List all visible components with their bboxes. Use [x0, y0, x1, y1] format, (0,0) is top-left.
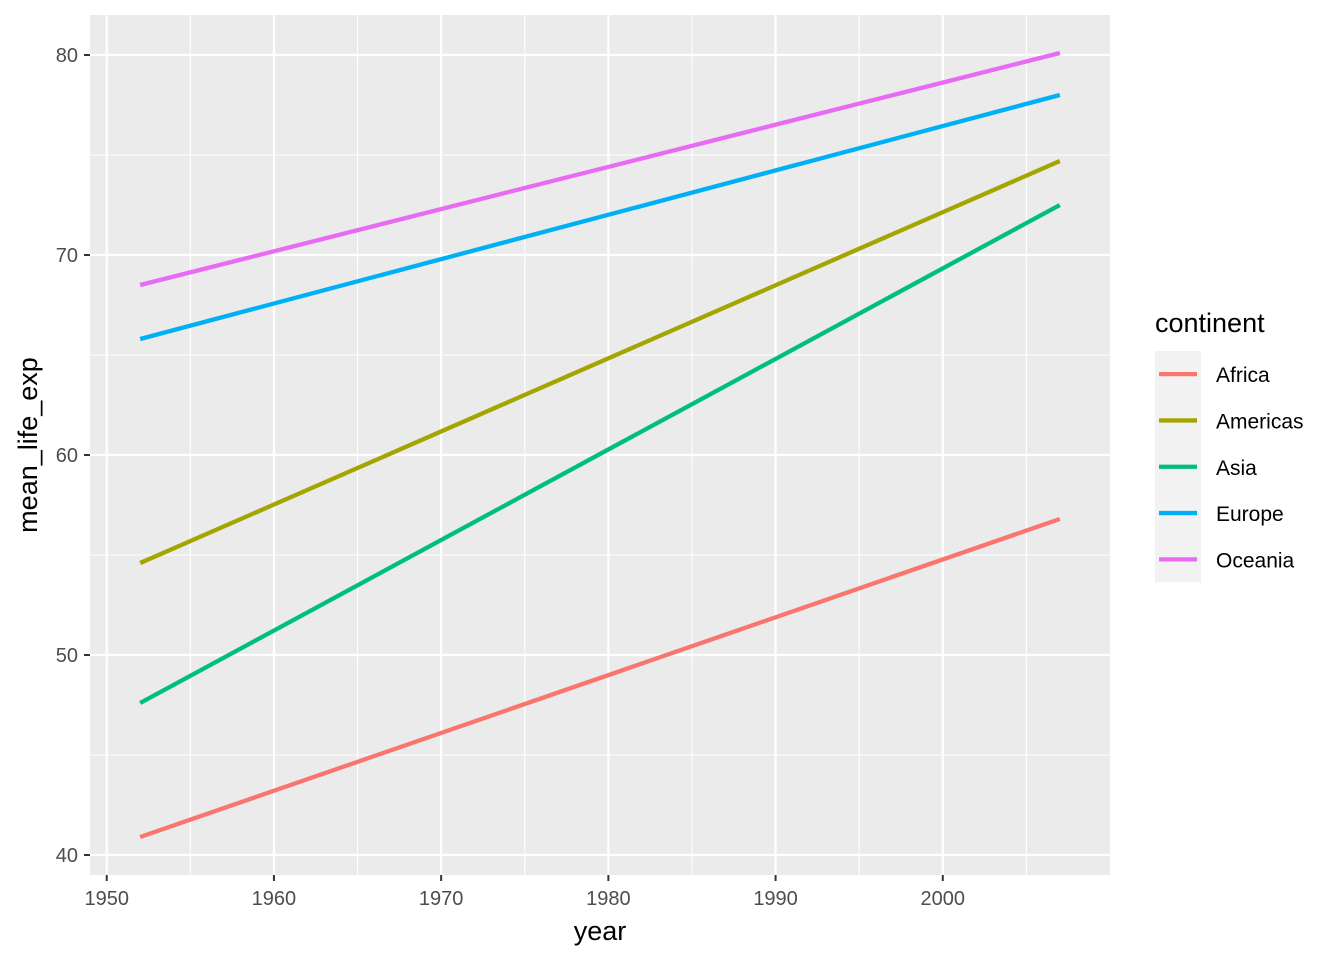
- x-axis-title: year: [574, 916, 627, 946]
- x-tick-label: 1970: [419, 888, 464, 910]
- series-lines: [139, 50, 1061, 840]
- legend-label: Europe: [1216, 503, 1284, 526]
- legend-label: Americas: [1216, 410, 1304, 433]
- minor-gridlines: [90, 15, 1110, 875]
- legend-title: continent: [1155, 308, 1265, 338]
- y-axis-title: mean_life_exp: [13, 357, 43, 533]
- series-line-europe: [139, 92, 1061, 342]
- legend-item-oceania: Oceania: [1159, 549, 1295, 572]
- legend-label: Oceania: [1216, 549, 1295, 572]
- legend-item-americas: Americas: [1159, 410, 1304, 433]
- series-line-oceania: [139, 50, 1061, 288]
- legend-item-asia: Asia: [1159, 457, 1257, 480]
- y-tick-label: 70: [56, 245, 78, 267]
- legend-label: Africa: [1216, 364, 1270, 387]
- x-tick-label: 1960: [252, 888, 297, 910]
- x-tick-label: 1950: [84, 888, 129, 910]
- x-tick-label: 2000: [921, 888, 966, 910]
- y-tick-label: 40: [56, 845, 78, 867]
- plot-panel: [90, 15, 1110, 875]
- legend-item-africa: Africa: [1159, 364, 1270, 387]
- x-axis: 1950 1960 1970 1980 1990 2000: [84, 875, 965, 910]
- legend-item-europe: Europe: [1159, 503, 1284, 526]
- series-line-asia: [139, 203, 1061, 705]
- legend-items: Africa Americas Asia Europe Oceania: [1159, 364, 1304, 572]
- x-tick-label: 1990: [753, 888, 798, 910]
- series-line-americas: [139, 159, 1061, 565]
- legend-label: Asia: [1216, 457, 1257, 480]
- series-line-africa: [139, 516, 1061, 840]
- legend: continent Africa Americas Asia Europe Oceani…: [1155, 308, 1304, 583]
- y-tick-label: 80: [56, 45, 78, 67]
- y-tick-label: 50: [56, 645, 78, 667]
- x-tick-label: 1980: [586, 888, 631, 910]
- y-tick-label: 60: [56, 445, 78, 467]
- y-axis: 40 50 60 70 80: [56, 45, 90, 867]
